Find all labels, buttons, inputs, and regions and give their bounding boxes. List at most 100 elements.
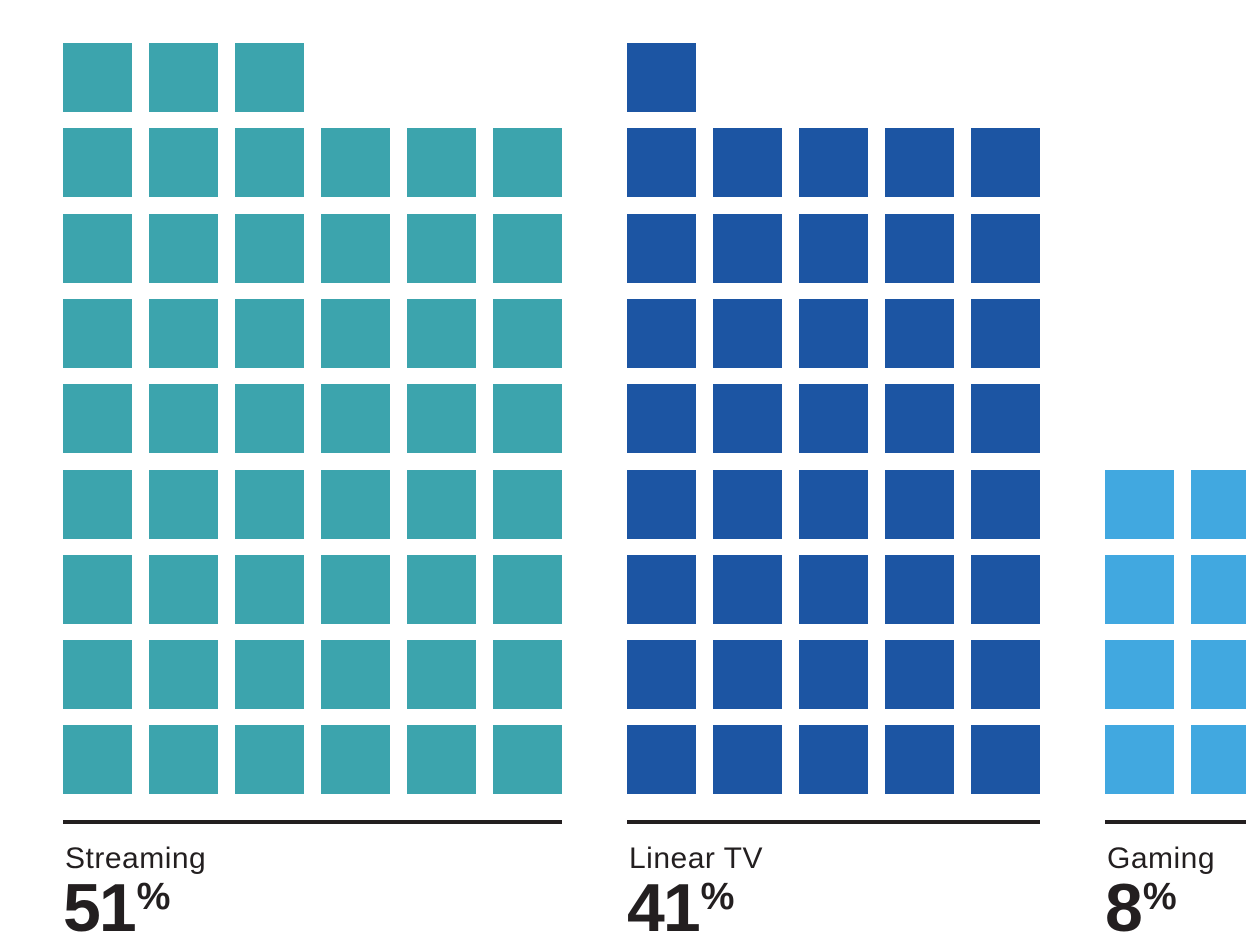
waffle-square (149, 725, 218, 794)
waffle-chart-gaming: Gaming 8 % (1105, 16, 1246, 934)
waffle-square (885, 214, 954, 283)
waffle-square (1191, 470, 1246, 539)
waffle-square (971, 128, 1040, 197)
waffle-square (799, 214, 868, 283)
waffle-square (149, 384, 218, 453)
waffle-square (235, 128, 304, 197)
waffle-square (149, 640, 218, 709)
waffle-square (493, 299, 562, 368)
waffle-square (493, 640, 562, 709)
waffle-square (235, 384, 304, 453)
waffle-square (235, 43, 304, 112)
waffle-square (149, 470, 218, 539)
waffle-square (321, 384, 390, 453)
percent-sign: % (1142, 876, 1177, 918)
divider-line (1105, 820, 1246, 824)
waffle-square (627, 640, 696, 709)
waffle-square (713, 214, 782, 283)
waffle-square (971, 470, 1040, 539)
waffle-square (63, 470, 132, 539)
waffle-grid-gaming (1105, 43, 1246, 795)
category-label: Gaming (1107, 842, 1216, 875)
waffle-square (1191, 555, 1246, 624)
waffle-square (885, 640, 954, 709)
waffle-square (713, 470, 782, 539)
waffle-square (321, 128, 390, 197)
percent-sign: % (700, 876, 735, 918)
waffle-square (149, 555, 218, 624)
waffle-chart-linear-tv: Linear TV 41 % (627, 16, 1040, 934)
waffle-square (493, 128, 562, 197)
waffle-square (235, 555, 304, 624)
waffle-square (885, 725, 954, 794)
waffle-square (971, 214, 1040, 283)
waffle-square (321, 214, 390, 283)
waffle-square (235, 214, 304, 283)
waffle-square (321, 299, 390, 368)
percent-number: 8 (1105, 870, 1143, 934)
waffle-square (1105, 640, 1174, 709)
waffle-square (713, 555, 782, 624)
waffle-square (885, 470, 954, 539)
waffle-square (885, 128, 954, 197)
waffle-square (627, 299, 696, 368)
waffle-square (407, 470, 476, 539)
percent-sign: % (136, 876, 171, 918)
waffle-square (1191, 725, 1246, 794)
category-label: Linear TV (629, 842, 764, 875)
waffle-square (971, 384, 1040, 453)
waffle-square (321, 555, 390, 624)
waffle-square (799, 128, 868, 197)
waffle-square (63, 43, 132, 112)
waffle-square (713, 725, 782, 794)
waffle-chart-streaming: Streaming 51 % (63, 16, 562, 934)
waffle-square (627, 470, 696, 539)
percent-number: 51 (63, 870, 137, 934)
waffle-square (799, 725, 868, 794)
waffle-square (627, 555, 696, 624)
category-value: 41 % (627, 874, 734, 934)
category-value: 51 % (63, 874, 170, 934)
waffle-square (63, 640, 132, 709)
waffle-square (493, 555, 562, 624)
waffle-square (713, 299, 782, 368)
waffle-square (627, 214, 696, 283)
waffle-square (235, 470, 304, 539)
waffle-square (1105, 725, 1174, 794)
waffle-square (493, 725, 562, 794)
waffle-square (407, 725, 476, 794)
waffle-square (63, 214, 132, 283)
waffle-square (799, 384, 868, 453)
waffle-square (149, 43, 218, 112)
waffle-square (627, 43, 696, 112)
divider-line (627, 820, 1040, 824)
waffle-square (799, 470, 868, 539)
waffle-square (407, 299, 476, 368)
waffle-square (493, 384, 562, 453)
category-value: 8 % (1105, 874, 1177, 934)
waffle-square (149, 214, 218, 283)
waffle-square (971, 299, 1040, 368)
waffle-square (235, 299, 304, 368)
waffle-square (1105, 555, 1174, 624)
percent-number: 41 (627, 870, 701, 934)
waffle-square (1105, 470, 1174, 539)
waffle-square (799, 640, 868, 709)
waffle-square (149, 299, 218, 368)
waffle-square (885, 384, 954, 453)
waffle-square (627, 384, 696, 453)
waffle-square (63, 725, 132, 794)
waffle-grid-linear-tv (627, 43, 1040, 795)
waffle-square (1191, 640, 1246, 709)
waffle-square (321, 470, 390, 539)
waffle-square (713, 384, 782, 453)
waffle-square (407, 640, 476, 709)
waffle-square (407, 555, 476, 624)
waffle-square (713, 128, 782, 197)
waffle-square (493, 214, 562, 283)
waffle-square (971, 640, 1040, 709)
waffle-square (407, 384, 476, 453)
waffle-square (149, 128, 218, 197)
waffle-square (799, 555, 868, 624)
